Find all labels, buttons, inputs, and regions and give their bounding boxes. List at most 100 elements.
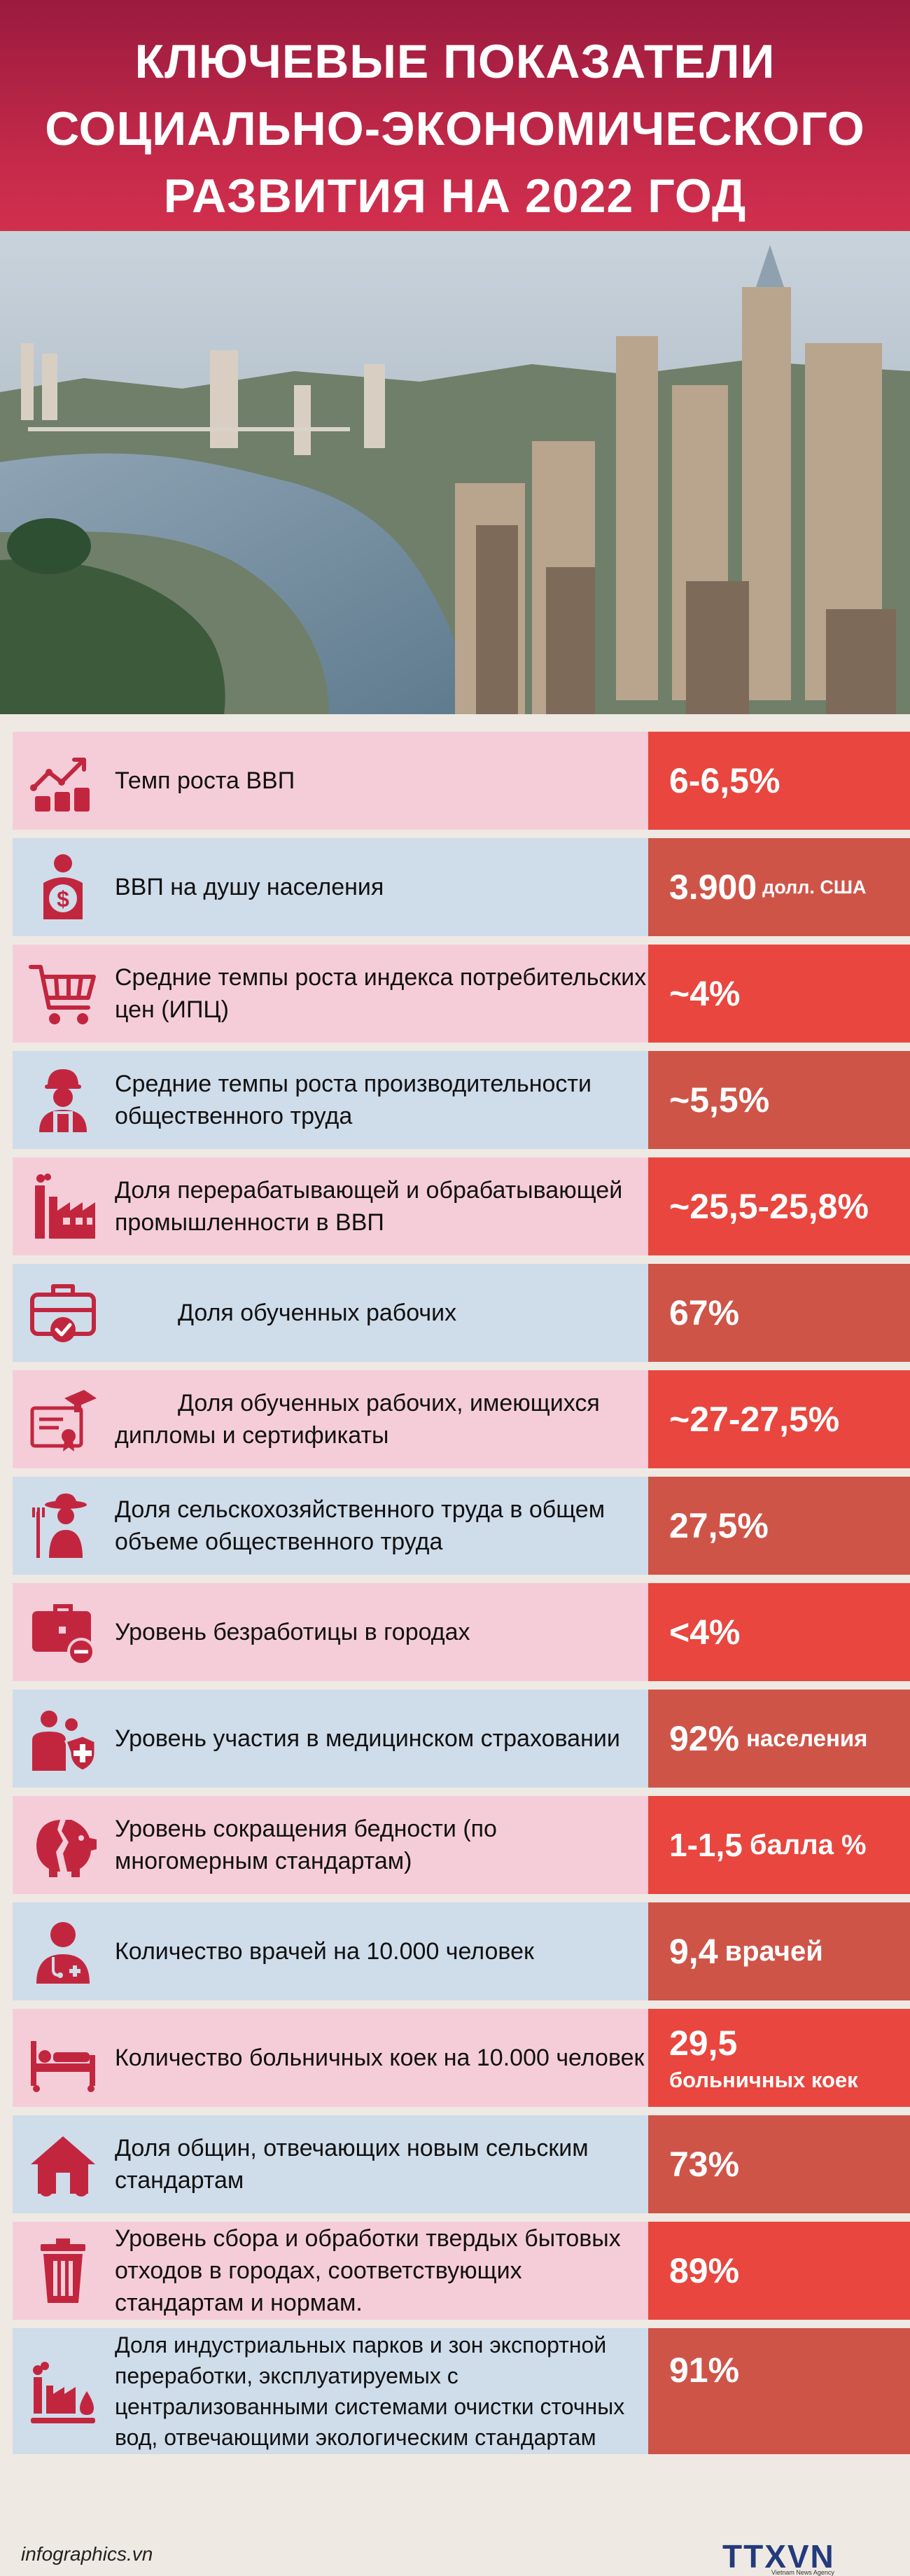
row-value-cell: <4% [648,1583,910,1681]
row-value-cell: ~4% [648,945,910,1043]
row-value-cell: 91% [648,2328,910,2454]
list-item: Доля индустриальных парков и зон экспорт… [13,2328,910,2454]
row-label-cell: Доля обученных рабочих, имеющихся диплом… [13,1370,648,1468]
row-value-cell: 1-1,5 балла % [648,1796,910,1894]
list-item: Средние темпы роста производительности о… [13,1051,910,1149]
row-label-cell: Уровень сбора и обработки твердых бытовы… [13,2222,648,2320]
row-label: ВВП на душу населения [115,874,384,900]
row-label: Доля обученных рабочих, имеющихся диплом… [115,1390,600,1449]
row-unit: долл. США [762,876,867,898]
list-item: Средние темпы роста индекса потребительс… [13,945,910,1043]
house-icon [28,2129,98,2199]
list-item: Темп роста ВВП 6-6,5% [13,732,910,830]
row-unit: балла % [749,1829,867,1860]
footer: infographics.vn TTXVN Vietnam News Agenc… [0,2500,910,2576]
row-label-cell: Средние темпы роста индекса потребительс… [13,945,648,1043]
diploma-icon [28,1384,98,1454]
list-item: Количество врачей на 10.000 человек 9,4 в… [13,1902,910,2000]
title-line-1: КЛЮЧЕВЫЕ ПОКАЗАТЕЛИ [134,35,776,88]
row-label: Уровень безработицы в городах [115,1619,470,1645]
row-value: <4% [669,1613,741,1652]
row-value-cell: 67% [648,1264,910,1362]
row-label: Темп роста ВВП [115,767,295,794]
list-item: Доля обученных рабочих 67% [13,1264,910,1362]
row-value: 9,4 [669,1932,718,1971]
row-value: ~4% [669,974,741,1013]
worker-icon [28,1065,98,1135]
list-item: $ ВВП на душу населения 3.900 долл. США [13,838,910,936]
broken-piggy-icon [28,1810,98,1880]
page-title: КЛЮЧЕВЫЕ ПОКАЗАТЕЛИ СОЦИАЛЬНО-ЭКОНОМИЧЕС… [0,28,910,230]
list-item: Количество больничных коек на 10.000 чел… [13,2009,910,2107]
list-item: Доля общин, отвечающих новым сельским ст… [13,2115,910,2213]
row-value-cell: 6-6,5% [648,732,910,830]
row-label-cell: Доля индустриальных парков и зон экспорт… [13,2328,648,2454]
row-value-cell: 92% населения [648,1690,910,1788]
row-label: Доля общин, отвечающих новым сельским ст… [115,2135,589,2194]
shopping-cart-icon [28,959,98,1029]
row-label: Доля обученных рабочих [178,1300,457,1326]
row-label-cell: Средние темпы роста производительности о… [13,1051,648,1149]
row-value-cell: 73% [648,2115,910,2213]
toolbox-check-icon [28,1278,98,1348]
hospital-bed-icon [28,2023,98,2093]
farmer-icon [28,1491,98,1561]
row-value-cell: 3.900 долл. США [648,838,910,936]
row-value: 89% [669,2251,740,2290]
row-value: 1-1,5 [669,1827,743,1863]
list-item: Уровень сокращения бедности (по многомер… [13,1796,910,1894]
indicator-list: Темп роста ВВП 6-6,5% $ ВВП на душу насе… [13,732,910,2463]
row-label-cell: Доля обученных рабочих [13,1264,648,1362]
row-value-cell: ~5,5% [648,1051,910,1149]
list-item: Уровень сбора и обработки твердых бытовы… [13,2222,910,2320]
row-label-cell: Количество больничных коек на 10.000 чел… [13,2009,648,2107]
briefcase-no-icon [28,1597,98,1667]
row-label: Уровень сбора и обработки твердых бытовы… [115,2225,621,2316]
factory-icon [28,1171,98,1241]
list-item: Уровень участия в медицинском страховани… [13,1690,910,1788]
title-line-2: СОЦИАЛЬНО-ЭКОНОМИЧЕСКОГО [45,102,865,155]
row-label-cell: Темп роста ВВП [13,732,648,830]
row-label: Количество врачей на 10.000 человек [115,1938,534,1965]
row-label-cell: Количество врачей на 10.000 человек [13,1902,648,2000]
svg-text:$: $ [57,886,69,912]
row-label: Количество больничных коек на 10.000 чел… [115,2045,645,2071]
row-label: Уровень сокращения бедности (по многомер… [115,1816,497,1874]
row-label: Средние темпы роста индекса потребительс… [115,964,647,1023]
row-label: Доля перерабатывающей и обрабатывающей п… [115,1177,623,1236]
list-item: Доля перерабатывающей и обрабатывающей п… [13,1157,910,1255]
row-value: 6-6,5% [669,761,780,800]
row-unit: врачей [724,1935,823,1967]
row-unit: населения [746,1725,868,1751]
row-unit: больничных коек [669,2068,858,2092]
trash-bin-icon [28,2236,98,2306]
industrial-water-icon [28,2356,98,2426]
row-value-cell: ~25,5-25,8% [648,1157,910,1255]
row-label-cell: Уровень безработицы в городах [13,1583,648,1681]
row-label-cell: Доля перерабатывающей и обрабатывающей п… [13,1157,648,1255]
row-value: 91% [669,2351,740,2390]
row-value: 67% [669,1293,740,1332]
row-label: Средние темпы роста производительности о… [115,1071,592,1129]
row-label: Уровень участия в медицинском страховани… [115,1725,620,1752]
doctor-icon [28,1916,98,1986]
row-value-cell: 27,5% [648,1477,910,1575]
row-label: Доля сельскохозяйственного труда в общем… [115,1496,606,1555]
row-value-cell: 29,5 больничных коек [648,2009,910,2107]
row-value: ~5,5% [669,1080,770,1120]
growth-chart-icon [28,746,98,816]
row-value: ~25,5-25,8% [669,1187,869,1226]
row-value: 92% [669,1719,740,1758]
row-label: Доля индустриальных парков и зон экспорт… [115,2332,625,2450]
list-item: Доля сельскохозяйственного труда в общем… [13,1477,910,1575]
list-item: Доля обученных рабочих, имеющихся диплом… [13,1370,910,1468]
agency-logo: TTXVN Vietnam News Agency [722,2538,835,2576]
row-label-cell: Доля сельскохозяйственного труда в общем… [13,1477,648,1575]
row-value: 3.900 [669,868,757,907]
row-value: ~27-27,5% [669,1400,840,1439]
row-value-cell: ~27-27,5% [648,1370,910,1468]
row-label-cell: Доля общин, отвечающих новым сельским ст… [13,2115,648,2213]
row-value: 73% [669,2145,740,2184]
site-name: infographics.vn [21,2543,153,2565]
row-value: 27,5% [669,1506,769,1545]
